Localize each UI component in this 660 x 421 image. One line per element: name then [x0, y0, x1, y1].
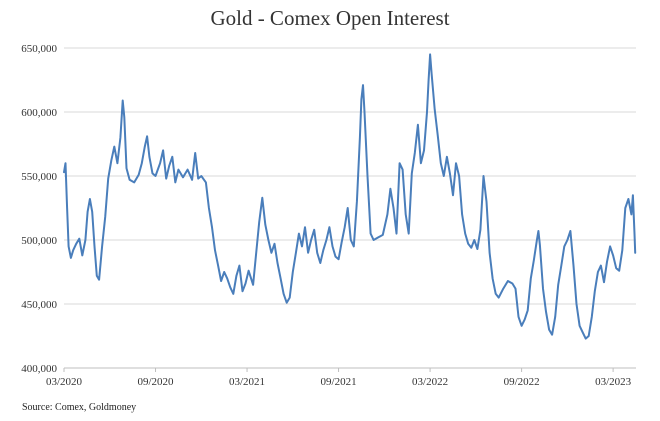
y-tick-label: 550,000 — [21, 171, 57, 183]
x-tick-label: 09/2020 — [137, 376, 174, 388]
y-tick-label: 400,000 — [21, 363, 57, 375]
y-tick-label: 500,000 — [21, 235, 57, 247]
x-tick-label: 09/2021 — [321, 376, 357, 388]
y-tick-label: 650,000 — [21, 43, 57, 55]
x-tick-label: 03/2021 — [229, 376, 265, 388]
x-tick-label: 03/2023 — [595, 376, 632, 388]
x-tick-label: 03/2020 — [46, 376, 83, 388]
y-tick-label: 600,000 — [21, 107, 57, 119]
chart-title: Gold - Comex Open Interest — [210, 6, 450, 30]
y-tick-label: 450,000 — [21, 299, 57, 311]
x-tick-label: 09/2022 — [504, 376, 540, 388]
x-tick-label: 03/2022 — [412, 376, 448, 388]
series-line-open-interest — [63, 53, 637, 340]
source-note: Source: Comex, Goldmoney — [22, 402, 137, 413]
